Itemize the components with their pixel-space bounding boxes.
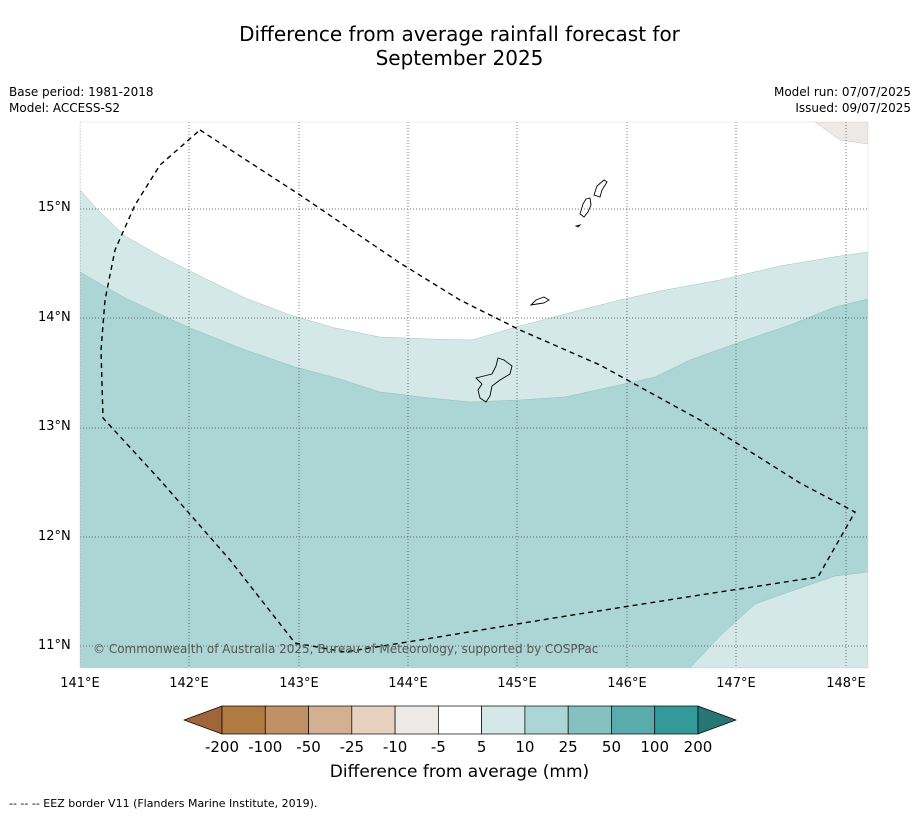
region-5-10-mm-south bbox=[689, 571, 868, 668]
lon-label: 144°E bbox=[388, 676, 428, 691]
colorbar-swatch bbox=[654, 705, 699, 735]
tinian-island bbox=[579, 197, 592, 218]
colorbar-swatch bbox=[351, 705, 396, 735]
colorbar-swatch bbox=[308, 705, 353, 735]
colorbar-tick-label: -50 bbox=[296, 738, 321, 756]
rota-island bbox=[529, 296, 550, 306]
copyright-text: © Commonwealth of Australia 2025, Bureau… bbox=[93, 642, 599, 656]
map-frame bbox=[79, 121, 869, 669]
title-line-2: September 2025 bbox=[375, 46, 544, 70]
colorbar-tick-label: -5 bbox=[430, 738, 446, 756]
colorbar-tick-label: 10 bbox=[515, 738, 535, 756]
colorbar-swatch bbox=[394, 705, 439, 735]
colorbar-tick-label: 25 bbox=[558, 738, 578, 756]
guam-island bbox=[475, 357, 513, 403]
lon-label: 147°E bbox=[716, 676, 756, 691]
lat-label: 14°N bbox=[38, 310, 71, 325]
colorbar-tick-label: 100 bbox=[640, 738, 670, 756]
colorbar-label: Difference from average (mm) bbox=[329, 762, 590, 782]
map-area bbox=[80, 122, 868, 668]
meta-right: Model run: 07/07/2025 Issued: 09/07/2025 bbox=[774, 84, 911, 116]
lon-label: 142°E bbox=[169, 676, 209, 691]
gridlines bbox=[80, 122, 868, 668]
colorbar-tick-label: -10 bbox=[382, 738, 408, 756]
saipan-island bbox=[593, 179, 608, 198]
colorbar-tick-label: 5 bbox=[476, 738, 487, 756]
model-run: Model run: 07/07/2025 bbox=[773, 85, 911, 99]
lat-label: 12°N bbox=[38, 529, 71, 544]
colorbar-swatch bbox=[611, 705, 656, 735]
islands bbox=[475, 179, 608, 403]
colorbar-swatch bbox=[481, 705, 526, 735]
colorbar-tick-label: 50 bbox=[601, 738, 621, 756]
lat-label: 15°N bbox=[38, 200, 71, 215]
colorbar-swatch bbox=[567, 705, 612, 735]
base-period: Base period: 1981-2018 bbox=[9, 85, 154, 99]
colorbar-tick-label: -200 bbox=[204, 738, 240, 756]
colorbar-swatch bbox=[264, 705, 309, 735]
map-title: Difference from average rainfall forecas… bbox=[0, 22, 919, 70]
lon-label: 143°E bbox=[279, 676, 319, 691]
colorbar-tick-label: -25 bbox=[339, 738, 365, 756]
colorbar-tick-label: 200 bbox=[683, 738, 713, 756]
eez-border bbox=[100, 129, 856, 653]
lon-label: 146°E bbox=[607, 676, 647, 691]
lat-label: 11°N bbox=[38, 638, 71, 653]
issued-date: Issued: 09/07/2025 bbox=[795, 101, 911, 115]
lat-label: 13°N bbox=[38, 419, 71, 434]
meta-left: Base period: 1981-2018 Model: ACCESS-S2 bbox=[9, 84, 154, 116]
colorbar bbox=[182, 705, 738, 735]
colorbar-swatch bbox=[438, 705, 482, 735]
aguijan-island bbox=[574, 224, 582, 228]
colorbar-swatch bbox=[221, 705, 266, 735]
lon-label: 148°E bbox=[826, 676, 866, 691]
title-line-1: Difference from average rainfall forecas… bbox=[239, 22, 680, 46]
colorbar-tick-label: -100 bbox=[248, 738, 283, 756]
colorbar-extend-high bbox=[697, 705, 738, 735]
lon-label: 141°E bbox=[60, 676, 100, 691]
model-name: Model: ACCESS-S2 bbox=[9, 101, 121, 115]
colorbar-extend-low bbox=[182, 705, 223, 735]
colorbar-swatch bbox=[524, 705, 569, 735]
lon-label: 145°E bbox=[497, 676, 537, 691]
region-minus5-5-mm bbox=[814, 122, 868, 145]
footnote: -- -- -- EEZ border V11 (Flanders Marine… bbox=[9, 797, 318, 810]
